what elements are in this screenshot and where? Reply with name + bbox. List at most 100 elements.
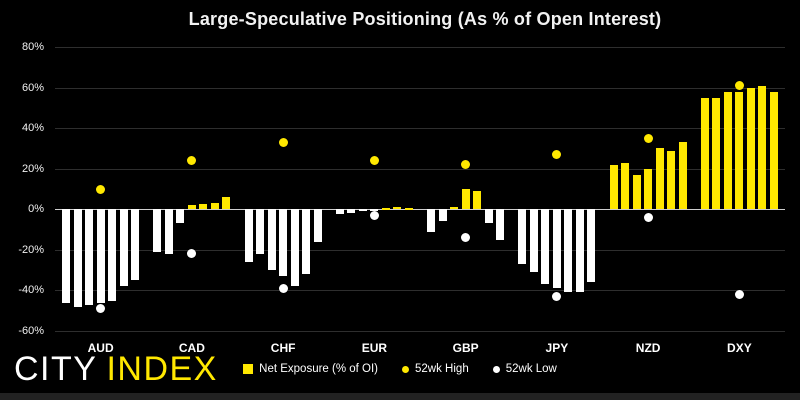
high-marker-icon [187,156,197,166]
net-exposure-bar [644,168,653,210]
y-tick-label: -20% [18,243,44,256]
net-exposure-bar [302,209,311,275]
net-exposure-bar [222,197,231,210]
net-exposure-bar [587,209,596,283]
low-marker-icon [552,292,562,301]
net-exposure-bar [404,208,413,210]
y-axis: 80% 60% 40% 20% 0% -20% -40% -60% [0,0,48,400]
x-axis-label: AUD [87,341,114,355]
net-exposure-bar [313,209,322,242]
net-exposure-bar [85,209,94,305]
net-exposure-bar [244,209,253,262]
legend-label: 52wk Low [505,363,557,375]
x-axis-label: GBP [452,341,479,355]
legend-item: 52wk Low [492,363,557,375]
net-exposure-bar [73,209,82,307]
net-exposure-bar [529,209,538,273]
high-marker-icon [461,160,471,170]
net-exposure-bar [187,205,196,210]
net-exposure-bar [678,142,687,210]
low-marker-icon [369,210,379,220]
net-exposure-bar [164,209,173,254]
bar-group-aud: AUD [55,47,146,355]
bar-group-gbp: GBP [420,47,511,355]
net-exposure-bar [62,209,71,303]
gridline [55,128,785,130]
high-marker-icon [734,81,744,90]
net-exposure-bar [609,164,618,210]
logo-index-text: INDEX [106,350,218,388]
net-exposure-bar [153,209,162,252]
net-exposure-bar [256,209,265,254]
net-exposure-bar [758,85,767,210]
net-exposure-bar [108,209,117,301]
plot-area: AUD CAD CHF EUR GBP JPY NZD DXY [55,47,785,355]
net-exposure-bar [290,209,299,287]
net-exposure-bar [461,189,470,210]
net-exposure-bar [621,162,630,210]
net-exposure-bar [210,203,219,210]
bar-group-eur: EUR [329,47,420,355]
net-exposure-bar [473,191,482,210]
x-axis-label: DXY [727,341,752,355]
net-exposure-bar [575,209,584,293]
gridline [55,290,785,292]
x-axis-label: NZD [635,341,661,355]
net-exposure-bar [518,209,527,265]
gridline [55,87,785,89]
y-tick-label: 0% [28,203,44,216]
y-tick-label: -40% [18,284,44,297]
logo-city-text: CITY [14,350,98,388]
gridline [55,249,785,251]
y-tick-label: 40% [21,122,44,135]
net-exposure-bar [552,209,561,289]
net-exposure-bar [632,174,641,210]
legend-dot-icon [492,365,500,373]
net-exposure-bar [131,209,140,281]
bar-group-cad: CAD [146,47,237,355]
net-exposure-bar [335,209,344,215]
net-exposure-bar [279,209,288,277]
bar-group-dxy: DXY [694,47,785,355]
legend-label: Net Exposure (% of OI) [259,363,379,375]
net-exposure-bar [438,209,447,222]
zero-gridline [55,209,785,211]
net-exposure-bar [541,209,550,285]
high-marker-icon [96,184,106,194]
legend-item: Net Exposure (% of OI) [243,363,378,375]
bottom-strip [0,393,800,400]
x-axis-label: CAD [178,341,205,355]
net-exposure-bar [370,209,379,211]
y-tick-label: 80% [21,41,44,53]
net-exposure-bar [427,209,436,232]
legend-label: 52wk High [415,363,469,375]
x-axis-label: EUR [361,341,388,355]
high-marker-icon [369,156,379,166]
gridline [55,47,785,48]
gridline [55,331,785,332]
net-exposure-bar [723,91,732,210]
net-exposure-bar [735,91,744,210]
high-marker-icon [552,150,562,159]
legend-item: 52wk High [402,363,469,375]
x-axis-label: JPY [545,341,569,355]
gridline [55,168,785,170]
net-exposure-bar [199,204,208,210]
net-exposure-bar [564,209,573,293]
y-tick-label: 60% [21,81,44,94]
net-exposure-bar [769,91,778,210]
bar-group-nzd: NZD [603,47,694,355]
low-marker-icon [187,249,197,259]
net-exposure-bar [496,209,505,240]
legend-dot-icon [402,365,410,373]
net-exposure-bar [267,209,276,271]
x-axis-label: CHF [270,341,296,355]
chart-legend: Net Exposure (% of OI) 52wk High 52wk Low [0,363,800,375]
y-tick-label: -60% [18,325,44,337]
net-exposure-bar [96,209,105,303]
low-marker-icon [278,283,288,293]
city-index-logo: CITY INDEX [14,350,218,388]
legend-square-icon [243,364,254,374]
net-exposure-bar [655,148,664,210]
